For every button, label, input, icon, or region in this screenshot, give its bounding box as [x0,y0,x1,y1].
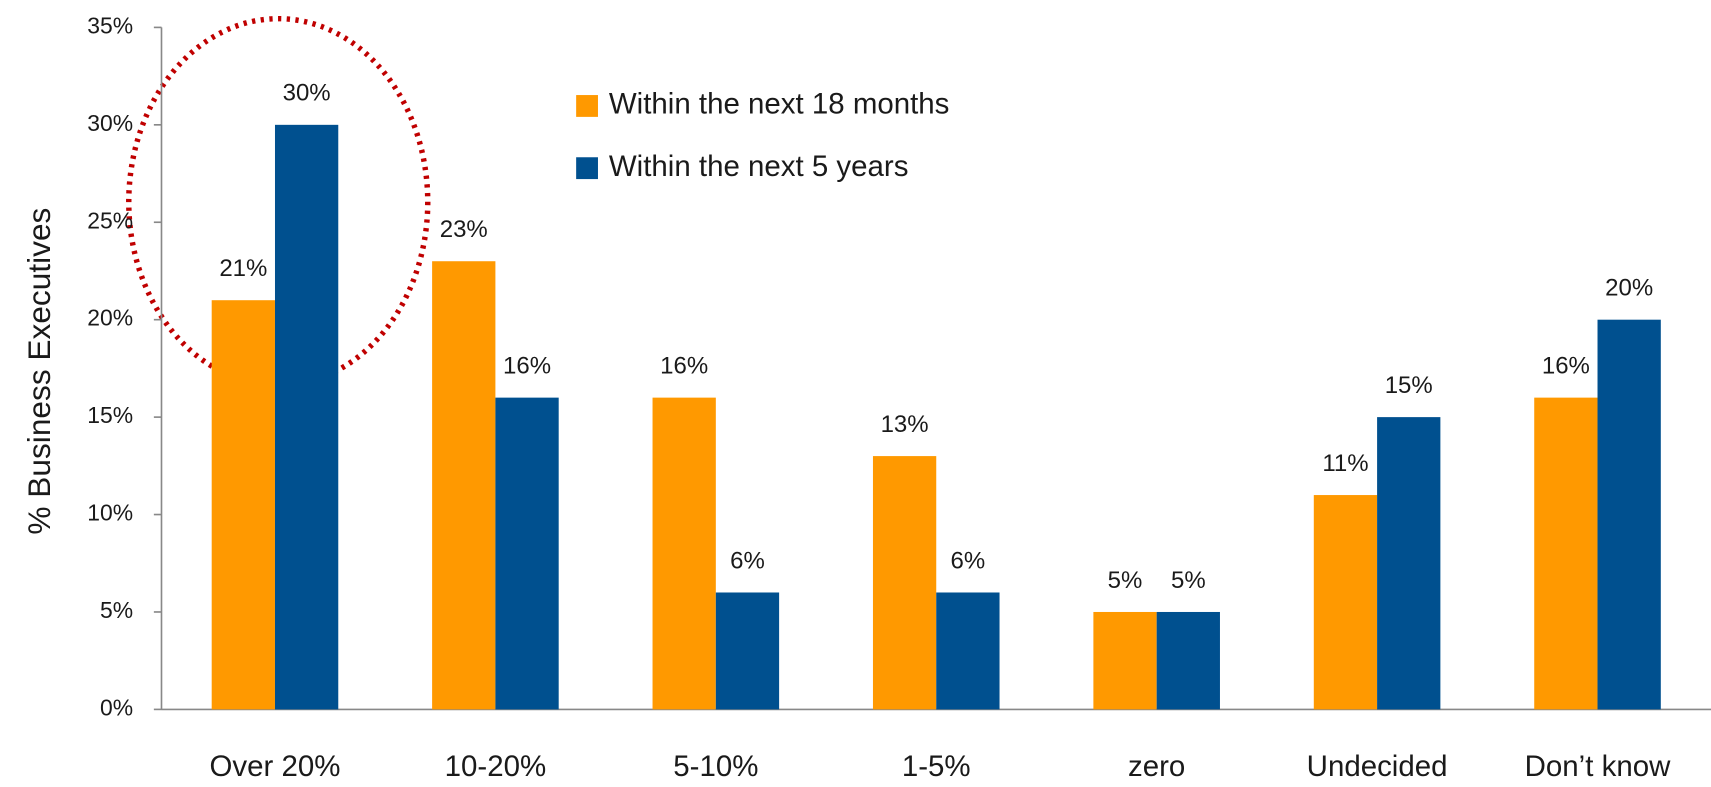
bar [1313,495,1378,710]
data-label: 23% [440,216,488,243]
data-label: 16% [660,352,708,379]
y-axis-title: % Business Executives [21,208,57,535]
data-label: 30% [283,80,331,107]
bar [432,261,496,710]
legend-swatch [576,95,598,117]
bar [274,124,339,710]
y-tick-label: 25% [87,207,133,233]
data-label: 6% [730,547,765,574]
legend-swatch [576,157,598,180]
bar [1156,611,1220,710]
data-label: 15% [1385,372,1433,399]
data-label: 5% [1171,567,1206,594]
y-tick-label: 35% [87,12,133,38]
x-tick-label: Over 20% [209,750,340,783]
bar [715,592,780,710]
bar [1534,397,1598,710]
bar [211,300,275,710]
data-label: 13% [881,411,929,438]
legend-label: Within the next 18 months [609,88,950,121]
x-tick-label: 10-20% [445,750,547,783]
data-label: 6% [951,547,986,574]
bar [495,397,559,710]
data-label: 5% [1108,567,1143,594]
y-tick-label: 15% [87,402,133,428]
x-tick-label: 5-10% [673,750,758,783]
bar [1597,319,1661,710]
bar [1093,611,1157,710]
data-label: 11% [1322,450,1368,477]
y-tick-label: 10% [87,500,133,526]
bar [652,397,716,710]
legend-label: Within the next 5 years [609,150,909,183]
x-tick-label: 1-5% [902,750,971,783]
bar [872,456,937,710]
data-label: 21% [219,255,267,282]
y-tick-label: 20% [87,305,133,331]
bar [1377,417,1441,710]
x-tick-label: Don’t know [1525,750,1671,783]
y-tick-label: 30% [87,110,133,136]
x-tick-label: zero [1128,750,1185,783]
data-label: 16% [1542,352,1590,379]
y-tick-label: 0% [100,694,133,720]
y-tick-label: 5% [100,597,133,623]
data-label: 20% [1605,274,1653,301]
x-tick-label: Undecided [1307,750,1448,783]
bar [936,592,1000,710]
data-label: 16% [503,352,551,379]
